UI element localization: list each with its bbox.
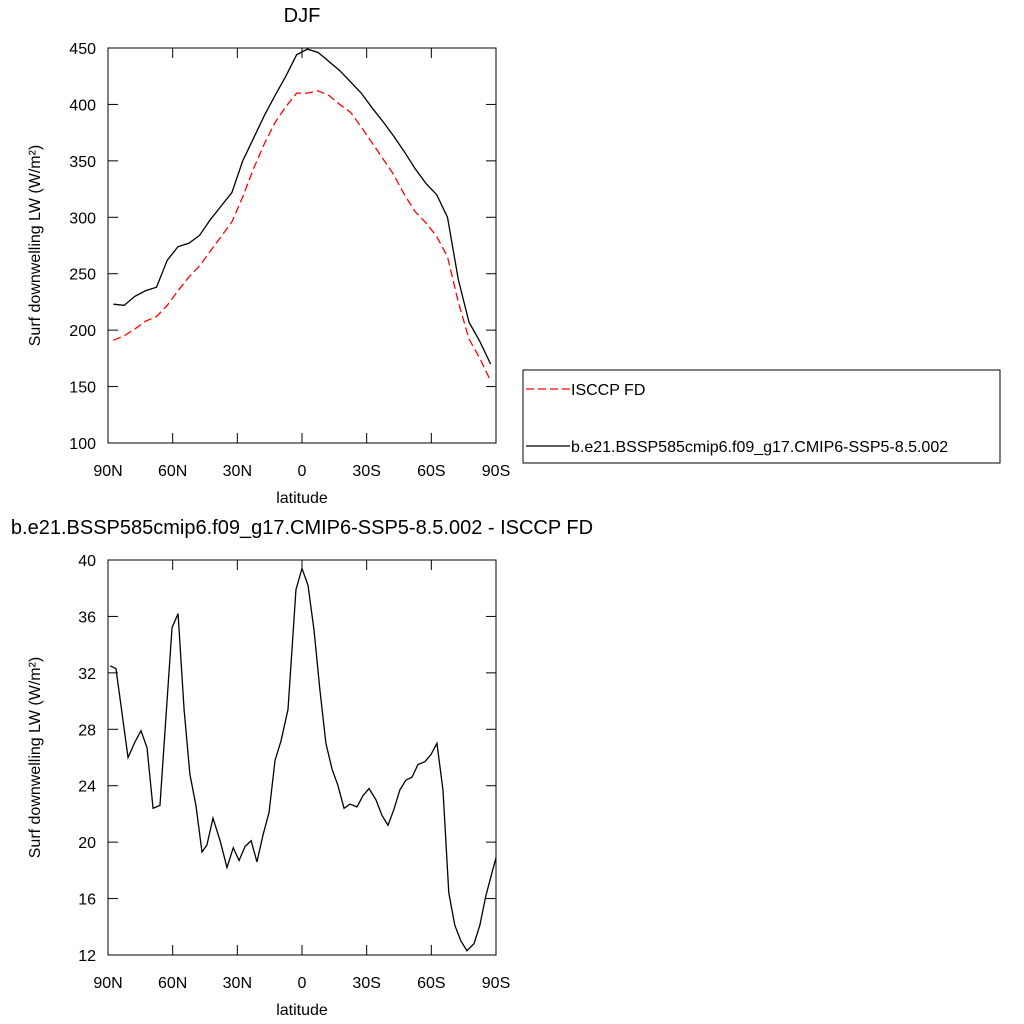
legend-label: ISCCP FD [571,382,645,399]
x-tick-label: 60S [417,463,445,480]
y-tick-label: 20 [78,835,96,852]
y-tick-label: 450 [69,41,96,58]
x-tick-label: 90S [482,463,510,480]
y-tick-label: 250 [69,267,96,284]
y-tick-label: 150 [69,380,96,397]
data-line [109,566,497,952]
y-tick-label: 100 [69,436,96,453]
y-tick-label: 32 [78,666,96,683]
x-tick-label: 90N [93,975,122,992]
y-tick-label: 36 [78,609,96,626]
x-tick-label: 60N [158,463,187,480]
x-tick-label: 60N [158,975,187,992]
y-tick-label: 28 [78,722,96,739]
data-line [113,90,492,382]
y-tick-label: 350 [69,154,96,171]
chart-title: DJF [284,5,321,27]
x-tick-label: 30N [223,463,252,480]
legend-box [522,369,1001,464]
chart-title: b.e21.BSSP585cmip6.f09_g17.CMIP6-SSP5-8.… [11,517,593,539]
data-line [113,48,492,365]
plot-frame [107,559,497,956]
x-tick-label: 30S [352,975,380,992]
y-tick-label: 40 [78,553,96,570]
y-tick-label: 300 [69,210,96,227]
x-axis-label: latitude [276,490,328,507]
x-tick-label: 90N [93,463,122,480]
x-tick-label: 0 [298,975,307,992]
x-tick-label: 30N [223,975,252,992]
y-tick-label: 200 [69,323,96,340]
y-tick-label: 24 [78,779,96,796]
legend: ISCCP FD b.e21.BSSP585cmip6.f09_g17.CMIP6… [522,369,1001,464]
y-tick-label: 16 [78,892,96,909]
x-tick-label: 0 [298,463,307,480]
plot-frame [107,47,497,444]
legend-label: b.e21.BSSP585cmip6.f09_g17.CMIP6-SSP5-8.… [571,439,948,456]
y-tick-label: 400 [69,97,96,114]
x-tick-label: 30S [352,463,380,480]
y-axis-label: Surf downwelling LW (W/m²) [27,657,44,859]
x-tick-label: 90S [482,975,510,992]
y-axis-label: Surf downwelling LW (W/m²) [27,145,44,347]
x-tick-label: 60S [417,975,445,992]
y-tick-label: 12 [78,948,96,965]
x-axis-label: latitude [276,1002,328,1019]
